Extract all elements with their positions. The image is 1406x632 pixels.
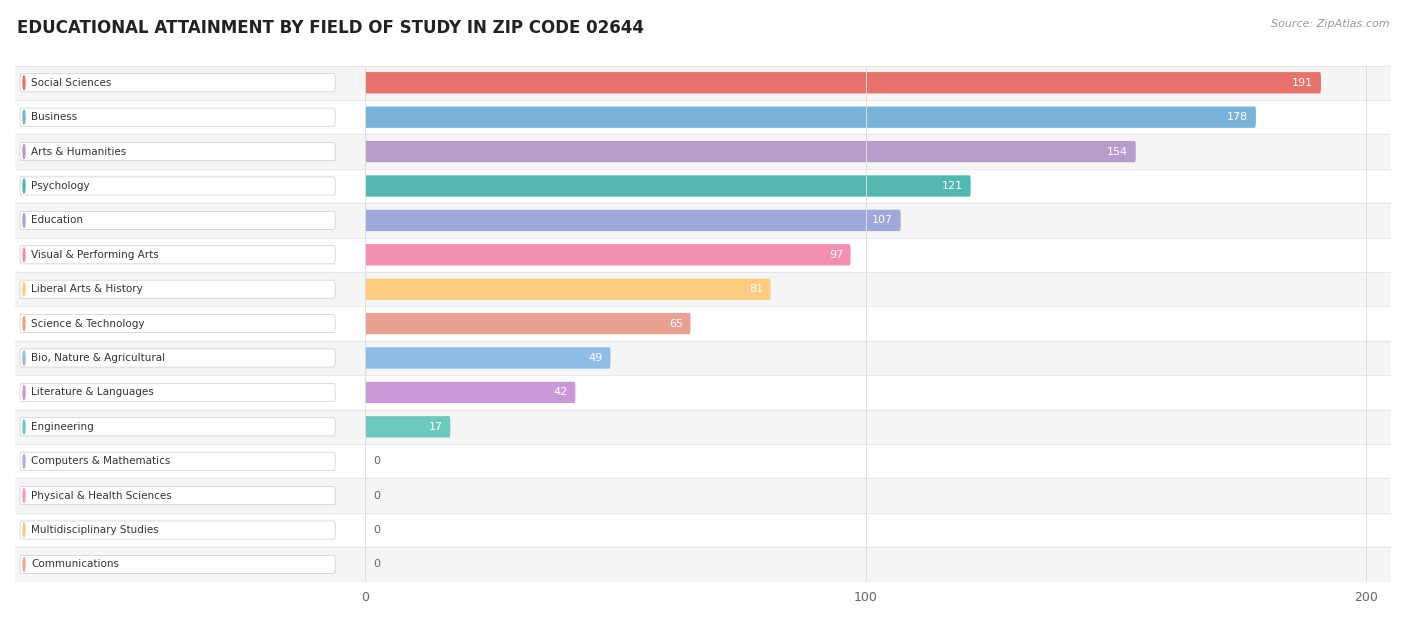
FancyBboxPatch shape: [366, 382, 575, 403]
Text: 107: 107: [872, 216, 893, 226]
Bar: [15, 375, 1391, 410]
Text: Bio, Nature & Agricultural: Bio, Nature & Agricultural: [31, 353, 165, 363]
FancyBboxPatch shape: [20, 246, 335, 264]
Bar: [15, 513, 1391, 547]
Text: 17: 17: [429, 422, 443, 432]
Text: EDUCATIONAL ATTAINMENT BY FIELD OF STUDY IN ZIP CODE 02644: EDUCATIONAL ATTAINMENT BY FIELD OF STUDY…: [17, 19, 644, 37]
Circle shape: [22, 523, 25, 537]
FancyBboxPatch shape: [366, 279, 770, 300]
Circle shape: [22, 179, 25, 193]
Text: Multidisciplinary Studies: Multidisciplinary Studies: [31, 525, 159, 535]
Circle shape: [22, 386, 25, 399]
Bar: [15, 238, 1391, 272]
Bar: [15, 135, 1391, 169]
Bar: [15, 66, 1391, 100]
Text: Business: Business: [31, 112, 77, 122]
FancyBboxPatch shape: [366, 244, 851, 265]
Bar: [15, 100, 1391, 135]
Circle shape: [22, 454, 25, 468]
Text: 178: 178: [1227, 112, 1249, 122]
Bar: [15, 341, 1391, 375]
FancyBboxPatch shape: [20, 556, 335, 573]
Circle shape: [22, 317, 25, 331]
FancyBboxPatch shape: [366, 107, 1256, 128]
FancyBboxPatch shape: [366, 141, 1136, 162]
Bar: [15, 272, 1391, 307]
Text: Science & Technology: Science & Technology: [31, 319, 145, 329]
Text: 81: 81: [749, 284, 763, 294]
Text: Source: ZipAtlas.com: Source: ZipAtlas.com: [1271, 19, 1389, 29]
Bar: [15, 169, 1391, 203]
FancyBboxPatch shape: [20, 74, 335, 92]
FancyBboxPatch shape: [20, 349, 335, 367]
Circle shape: [22, 214, 25, 228]
Circle shape: [22, 76, 25, 90]
Circle shape: [22, 489, 25, 502]
Text: 65: 65: [669, 319, 683, 329]
Circle shape: [22, 557, 25, 571]
FancyBboxPatch shape: [366, 175, 970, 197]
Text: 0: 0: [373, 456, 380, 466]
Circle shape: [22, 351, 25, 365]
Text: 42: 42: [554, 387, 568, 398]
Text: 49: 49: [589, 353, 603, 363]
Text: 0: 0: [373, 559, 380, 569]
Circle shape: [22, 420, 25, 434]
Text: 154: 154: [1107, 147, 1128, 157]
Circle shape: [22, 145, 25, 159]
Bar: [15, 547, 1391, 581]
Text: 0: 0: [373, 525, 380, 535]
FancyBboxPatch shape: [366, 313, 690, 334]
FancyBboxPatch shape: [20, 280, 335, 298]
FancyBboxPatch shape: [20, 108, 335, 126]
Text: 191: 191: [1292, 78, 1313, 88]
FancyBboxPatch shape: [20, 315, 335, 332]
Text: 97: 97: [830, 250, 844, 260]
FancyBboxPatch shape: [20, 142, 335, 161]
Circle shape: [22, 283, 25, 296]
Text: Computers & Mathematics: Computers & Mathematics: [31, 456, 170, 466]
Text: Arts & Humanities: Arts & Humanities: [31, 147, 127, 157]
FancyBboxPatch shape: [366, 348, 610, 368]
Bar: [15, 203, 1391, 238]
Text: Visual & Performing Arts: Visual & Performing Arts: [31, 250, 159, 260]
Text: Communications: Communications: [31, 559, 120, 569]
Bar: [15, 307, 1391, 341]
Bar: [15, 444, 1391, 478]
FancyBboxPatch shape: [20, 384, 335, 401]
Text: 0: 0: [373, 490, 380, 501]
FancyBboxPatch shape: [20, 487, 335, 505]
FancyBboxPatch shape: [20, 418, 335, 436]
FancyBboxPatch shape: [20, 521, 335, 539]
Text: Psychology: Psychology: [31, 181, 90, 191]
Text: Physical & Health Sciences: Physical & Health Sciences: [31, 490, 172, 501]
Text: Literature & Languages: Literature & Languages: [31, 387, 153, 398]
FancyBboxPatch shape: [366, 416, 450, 437]
Circle shape: [22, 110, 25, 124]
Bar: [15, 478, 1391, 513]
Text: Social Sciences: Social Sciences: [31, 78, 111, 88]
Text: Engineering: Engineering: [31, 422, 94, 432]
FancyBboxPatch shape: [366, 210, 901, 231]
FancyBboxPatch shape: [20, 211, 335, 229]
Text: Education: Education: [31, 216, 83, 226]
FancyBboxPatch shape: [20, 177, 335, 195]
FancyBboxPatch shape: [366, 72, 1322, 94]
Bar: [15, 410, 1391, 444]
Circle shape: [22, 248, 25, 262]
Text: 121: 121: [942, 181, 963, 191]
FancyBboxPatch shape: [20, 452, 335, 470]
Text: Liberal Arts & History: Liberal Arts & History: [31, 284, 143, 294]
